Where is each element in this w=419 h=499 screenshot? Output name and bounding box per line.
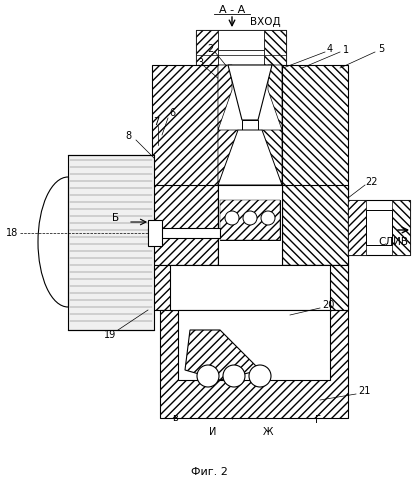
Text: 2: 2 — [207, 44, 213, 54]
Text: ВХОД: ВХОД — [250, 17, 281, 27]
Polygon shape — [228, 65, 272, 120]
Polygon shape — [268, 65, 282, 130]
Polygon shape — [218, 65, 232, 130]
Bar — [152, 185, 218, 265]
Circle shape — [243, 211, 257, 225]
Bar — [348, 200, 410, 255]
Text: 5: 5 — [378, 44, 384, 54]
Polygon shape — [220, 200, 280, 240]
Text: Ж: Ж — [263, 427, 273, 437]
Bar — [148, 228, 220, 238]
Polygon shape — [262, 130, 282, 185]
Text: 19: 19 — [104, 330, 116, 340]
Bar — [392, 200, 410, 255]
Text: 7: 7 — [153, 117, 159, 127]
Circle shape — [225, 211, 239, 225]
Bar — [170, 265, 330, 310]
Bar — [160, 310, 348, 418]
Bar — [218, 185, 282, 265]
Bar — [196, 55, 218, 65]
Text: 20: 20 — [322, 300, 334, 310]
Circle shape — [197, 365, 219, 387]
Text: Фиг. 2: Фиг. 2 — [191, 467, 228, 477]
Polygon shape — [218, 130, 282, 185]
Text: 4: 4 — [327, 44, 333, 54]
Text: 22: 22 — [366, 177, 378, 187]
Text: 6: 6 — [169, 108, 175, 118]
Bar — [280, 185, 348, 265]
Bar — [218, 65, 282, 265]
Bar — [196, 30, 286, 65]
Text: Б: Б — [112, 213, 119, 223]
Bar — [218, 50, 264, 55]
Bar — [178, 310, 330, 380]
Text: 21: 21 — [358, 386, 370, 396]
Polygon shape — [220, 200, 280, 240]
Polygon shape — [185, 330, 260, 380]
Polygon shape — [218, 130, 238, 185]
Text: 3: 3 — [197, 58, 203, 68]
Bar — [218, 30, 264, 50]
Text: Г: Г — [315, 415, 321, 425]
Bar — [264, 55, 286, 65]
Text: в: в — [172, 413, 178, 423]
Circle shape — [249, 365, 271, 387]
Text: И: И — [210, 427, 217, 437]
Text: 1: 1 — [343, 45, 349, 55]
Bar — [280, 65, 348, 265]
Text: 8: 8 — [125, 131, 131, 141]
Bar — [366, 210, 392, 245]
Circle shape — [261, 211, 275, 225]
Text: 18: 18 — [6, 228, 18, 238]
Bar — [196, 30, 218, 65]
Bar — [152, 65, 218, 265]
Bar — [348, 200, 366, 255]
Bar — [152, 265, 348, 310]
Text: А - А: А - А — [219, 5, 245, 15]
Bar — [280, 265, 348, 310]
Circle shape — [223, 365, 245, 387]
Text: СЛИВ: СЛИВ — [378, 237, 408, 247]
Bar — [242, 120, 258, 150]
Bar — [148, 220, 162, 246]
Bar — [68, 155, 154, 330]
Bar — [264, 30, 286, 65]
